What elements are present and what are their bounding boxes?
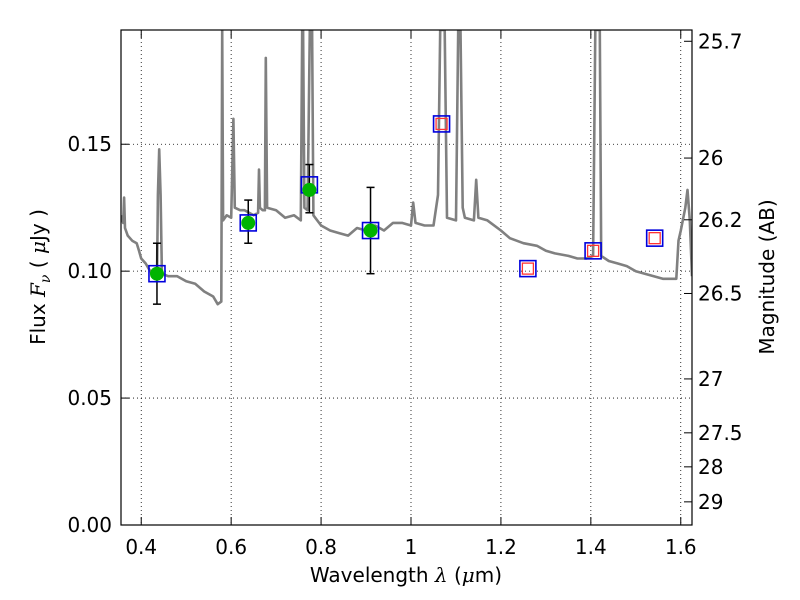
model-band-inner-square	[521, 262, 535, 275]
y-tick-label: 0.00	[67, 513, 112, 537]
plot-area	[121, 30, 692, 306]
x-tick-label: 1.4	[575, 535, 607, 559]
y2-tick-labels: 25.7 26 26.2 26.5 27 27.5 28 29	[698, 29, 743, 514]
y-tick-label: 0.15	[67, 132, 112, 156]
y2-tick-label: 27	[698, 367, 723, 391]
grid-lines	[121, 30, 692, 525]
y-tick-label: 0.05	[67, 386, 112, 410]
axis-ticks	[121, 30, 692, 526]
y2-tick-label: 26.2	[698, 208, 743, 232]
y2-tick-label: 26	[698, 146, 723, 170]
y2-tick-label: 27.5	[698, 421, 743, 445]
y2-tick-label: 28	[698, 455, 723, 479]
model-band-square	[239, 214, 258, 232]
x-tick-label: 0.6	[215, 535, 247, 559]
model-band-square	[584, 242, 602, 260]
model-band-square	[432, 115, 451, 133]
observed-point	[363, 223, 378, 238]
observed-point	[149, 266, 164, 281]
y-tick-labels: 0.00 0.05 0.10 0.15	[67, 132, 112, 537]
y2-axis-title: Magnitude (AB)	[755, 199, 779, 354]
observed-points	[149, 182, 378, 281]
model-band-inner-square	[435, 117, 448, 131]
x-axis-title: Wavelength λ (μm)	[310, 563, 502, 587]
observed-point	[241, 215, 256, 230]
model-band-inner-square	[586, 244, 600, 257]
x-tick-label: 0.8	[305, 535, 337, 559]
y2-tick-label: 26.5	[698, 281, 743, 305]
y2-tick-label: 25.7	[698, 29, 743, 53]
x-tick-label: 1.2	[485, 535, 517, 559]
plot-frame	[120, 29, 693, 526]
model-band-square	[148, 264, 166, 283]
y-axis-title: Flux Fν ( μJy )	[26, 209, 54, 345]
model-band-square	[519, 259, 537, 278]
observed-point	[302, 182, 317, 197]
y-tick-label: 0.10	[67, 259, 112, 283]
x-tick-labels: 0.4 0.6 0.8 1 1.2 1.4 1.6	[125, 535, 696, 559]
model-band-inner-squares	[435, 117, 661, 275]
model-band-square	[361, 221, 380, 240]
x-tick-label: 0.4	[125, 535, 157, 559]
x-tick-label: 1	[405, 535, 418, 559]
x-tick-label: 1.6	[665, 535, 697, 559]
model-band-square	[645, 229, 664, 247]
model-band-inner-square	[648, 232, 661, 245]
y2-tick-label: 29	[698, 490, 723, 514]
model-spectrum-line	[121, 30, 692, 306]
model-band-squares	[148, 115, 664, 283]
